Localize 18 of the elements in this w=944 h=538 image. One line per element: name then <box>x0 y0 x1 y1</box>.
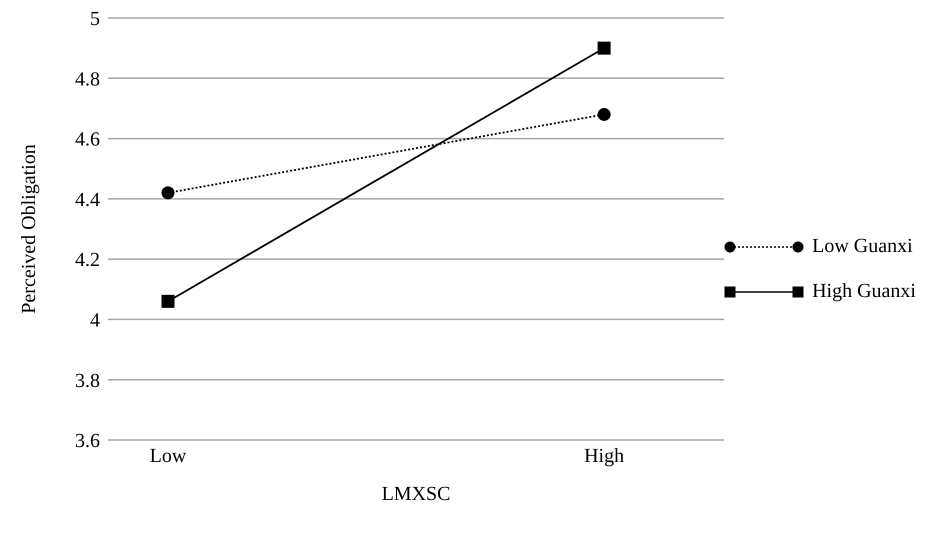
point <box>598 108 611 121</box>
y-tick-label: 4 <box>90 310 100 332</box>
point <box>598 42 611 55</box>
y-tick-label: 4.6 <box>75 128 100 151</box>
y-tick-label: 4.2 <box>75 249 100 272</box>
x-tick-label: High <box>584 445 624 468</box>
y-tick-label: 3.8 <box>75 370 100 392</box>
y-tick-label: 4.4 <box>75 188 100 211</box>
x-axis-title: LMXSC <box>382 483 451 505</box>
point <box>162 294 174 308</box>
y-tick-label: 4.8 <box>75 68 100 90</box>
legend-label: Low Guanxi <box>812 235 913 258</box>
y-axis-title: Perceived Obligation <box>18 144 40 314</box>
legend-label: High Guanxi <box>812 280 916 303</box>
x-tick-label: Low <box>150 445 187 468</box>
y-tick-label: 3.6 <box>75 430 100 452</box>
y-tick-label: 5 <box>90 8 100 30</box>
point <box>162 186 174 200</box>
